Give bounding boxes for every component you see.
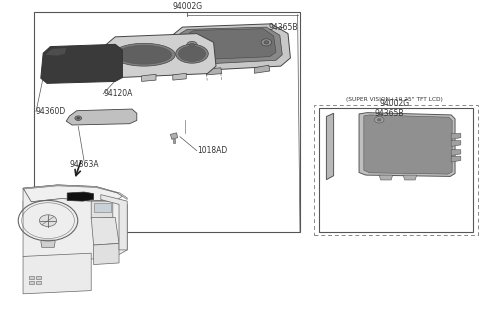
- Polygon shape: [23, 185, 127, 199]
- Bar: [319, 109, 473, 232]
- Polygon shape: [451, 133, 461, 139]
- Polygon shape: [91, 201, 113, 219]
- Polygon shape: [23, 185, 122, 202]
- Polygon shape: [206, 68, 222, 75]
- Text: 94120A: 94120A: [103, 89, 132, 98]
- Polygon shape: [94, 243, 119, 265]
- Circle shape: [377, 118, 381, 121]
- Bar: [314, 105, 478, 235]
- Bar: [34, 12, 300, 232]
- Polygon shape: [403, 175, 417, 180]
- Polygon shape: [101, 33, 216, 77]
- Polygon shape: [67, 192, 94, 201]
- Circle shape: [39, 215, 57, 227]
- Polygon shape: [364, 115, 452, 174]
- Polygon shape: [359, 113, 455, 176]
- Polygon shape: [46, 48, 66, 56]
- Text: 94360D: 94360D: [36, 107, 66, 116]
- Circle shape: [374, 116, 384, 123]
- Polygon shape: [451, 150, 461, 155]
- Polygon shape: [23, 253, 91, 294]
- Ellipse shape: [116, 45, 172, 64]
- Text: 94365B: 94365B: [374, 109, 404, 118]
- Polygon shape: [186, 29, 276, 60]
- Circle shape: [264, 41, 269, 44]
- Ellipse shape: [179, 46, 205, 61]
- Circle shape: [187, 41, 197, 49]
- Ellipse shape: [176, 44, 208, 63]
- Bar: [94, 203, 111, 212]
- Polygon shape: [451, 156, 461, 162]
- Circle shape: [75, 116, 82, 120]
- Polygon shape: [91, 217, 119, 245]
- Polygon shape: [41, 44, 122, 83]
- Polygon shape: [41, 240, 55, 247]
- Bar: [29, 276, 34, 279]
- Polygon shape: [178, 27, 282, 65]
- Bar: [29, 281, 34, 284]
- Text: (SUPER VISION+10.25" TFT LCD): (SUPER VISION+10.25" TFT LCD): [346, 97, 443, 102]
- Polygon shape: [451, 141, 461, 147]
- Polygon shape: [168, 24, 290, 71]
- Polygon shape: [173, 139, 175, 143]
- Polygon shape: [23, 188, 127, 260]
- Polygon shape: [326, 113, 334, 180]
- Polygon shape: [379, 175, 393, 180]
- Text: 1018AD: 1018AD: [197, 146, 227, 155]
- Circle shape: [261, 39, 272, 46]
- Polygon shape: [23, 201, 31, 216]
- Polygon shape: [170, 133, 178, 139]
- Text: 94365B: 94365B: [269, 23, 298, 31]
- Bar: [36, 281, 41, 284]
- Polygon shape: [66, 109, 137, 125]
- Polygon shape: [254, 65, 270, 73]
- Polygon shape: [173, 73, 186, 80]
- Bar: [36, 276, 41, 279]
- Text: 94002G: 94002G: [172, 2, 202, 11]
- Circle shape: [77, 117, 80, 119]
- Polygon shape: [101, 195, 127, 250]
- Text: 94002G: 94002G: [380, 99, 409, 109]
- Ellipse shape: [113, 43, 175, 66]
- Circle shape: [190, 43, 194, 47]
- Text: 94363A: 94363A: [69, 160, 99, 170]
- Polygon shape: [142, 74, 156, 81]
